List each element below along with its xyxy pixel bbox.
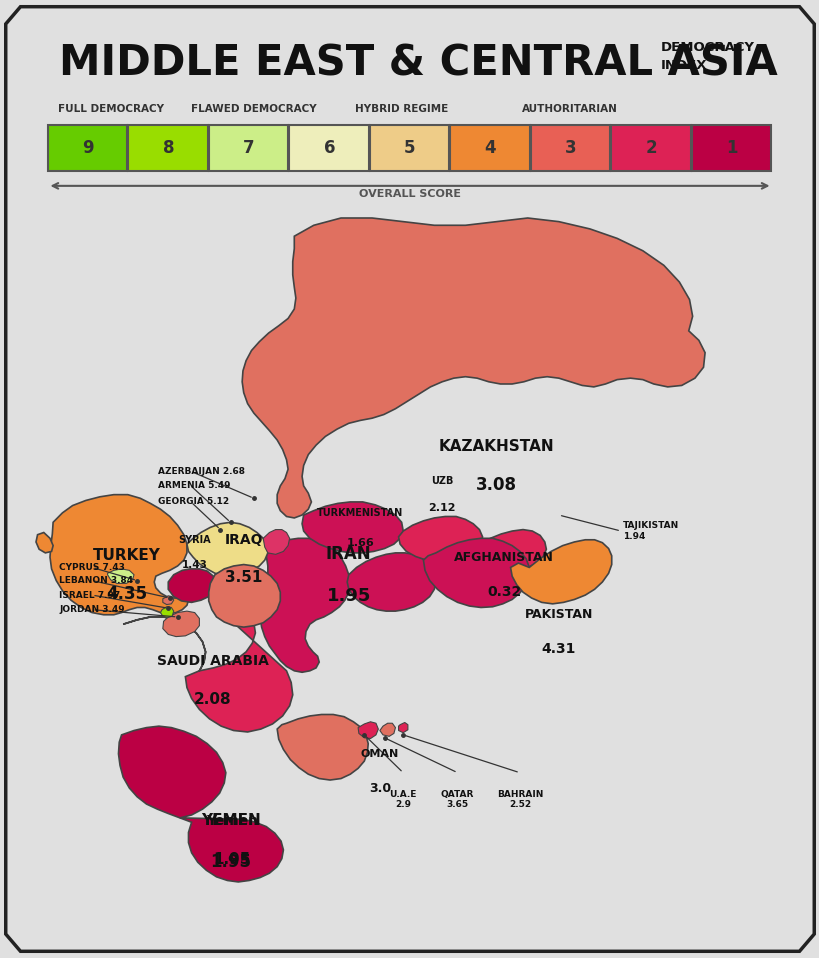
Text: 2: 2 <box>645 139 657 156</box>
Text: SYRIA: SYRIA <box>179 536 210 545</box>
Bar <box>289 125 369 171</box>
Text: ISRAEL 7.97: ISRAEL 7.97 <box>59 590 120 600</box>
Text: 1.66: 1.66 <box>346 538 373 549</box>
Bar <box>369 125 449 171</box>
Polygon shape <box>209 564 280 627</box>
Text: 0.32: 0.32 <box>486 585 521 599</box>
Text: 1.43: 1.43 <box>182 560 207 570</box>
Text: 4: 4 <box>484 139 495 156</box>
Text: 1.95: 1.95 <box>213 852 251 867</box>
Text: GEORGIA 5.12: GEORGIA 5.12 <box>158 497 229 507</box>
Text: 8: 8 <box>162 139 174 156</box>
Text: QATAR
3.65: QATAR 3.65 <box>441 790 473 810</box>
Polygon shape <box>398 722 407 733</box>
Bar <box>691 125 771 171</box>
Text: 9: 9 <box>82 139 93 156</box>
Text: SAUDI ARABIA: SAUDI ARABIA <box>156 654 268 668</box>
Text: OMAN: OMAN <box>360 749 399 759</box>
Text: 2.12: 2.12 <box>428 503 455 513</box>
Text: 3: 3 <box>564 139 577 156</box>
Bar <box>128 125 207 171</box>
Text: 4.31: 4.31 <box>541 642 575 655</box>
Polygon shape <box>358 721 378 739</box>
Text: 3.51: 3.51 <box>224 570 262 585</box>
Text: IRAN: IRAN <box>325 545 371 562</box>
Text: OVERALL SCORE: OVERALL SCORE <box>359 189 460 198</box>
Polygon shape <box>118 726 283 882</box>
Text: TURKMENISTAN: TURKMENISTAN <box>317 508 403 518</box>
Text: U.A.E
2.9: U.A.E 2.9 <box>389 790 416 810</box>
Polygon shape <box>263 530 289 555</box>
Polygon shape <box>242 218 704 518</box>
Text: CYPRUS 7.43: CYPRUS 7.43 <box>59 563 125 572</box>
Text: FLAWED DEMOCRACY: FLAWED DEMOCRACY <box>191 104 317 114</box>
Text: 7: 7 <box>242 139 255 156</box>
Bar <box>611 125 690 171</box>
Polygon shape <box>277 715 368 780</box>
Text: IRAQ: IRAQ <box>224 533 263 547</box>
Text: 1: 1 <box>726 139 737 156</box>
Text: BAHRAIN
2.52: BAHRAIN 2.52 <box>496 790 542 810</box>
Text: INDEX: INDEX <box>660 58 707 72</box>
Polygon shape <box>346 553 436 611</box>
Bar <box>450 125 529 171</box>
Text: Yemen: Yemen <box>206 814 258 829</box>
Text: 1.95: 1.95 <box>210 854 251 871</box>
Polygon shape <box>107 569 133 583</box>
Text: TAJIKISTAN
1.94: TAJIKISTAN 1.94 <box>622 521 678 540</box>
Polygon shape <box>398 516 482 561</box>
Text: AFGHANISTAN: AFGHANISTAN <box>454 551 554 564</box>
Text: DEMOCRACY: DEMOCRACY <box>660 41 754 55</box>
Polygon shape <box>123 601 292 732</box>
Text: PAKISTAN: PAKISTAN <box>524 607 592 621</box>
Text: LEBANON 3.84: LEBANON 3.84 <box>59 576 133 585</box>
Text: TURKEY: TURKEY <box>93 548 161 563</box>
Text: MIDDLE EAST & CENTRAL ASIA: MIDDLE EAST & CENTRAL ASIA <box>59 42 777 84</box>
Polygon shape <box>161 606 174 618</box>
Text: UZB: UZB <box>431 476 453 487</box>
Text: HYBRID REGIME: HYBRID REGIME <box>355 104 448 114</box>
Text: JORDAN 3.49: JORDAN 3.49 <box>59 605 124 614</box>
Text: 3.08: 3.08 <box>476 476 517 493</box>
Text: 1.95: 1.95 <box>326 587 370 604</box>
Polygon shape <box>36 533 53 553</box>
Text: AUTHORITARIAN: AUTHORITARIAN <box>522 104 617 114</box>
Text: YEMEN: YEMEN <box>201 812 260 828</box>
Text: 4.35: 4.35 <box>106 585 147 603</box>
Polygon shape <box>510 539 611 604</box>
Polygon shape <box>187 522 268 575</box>
Polygon shape <box>6 7 813 951</box>
Polygon shape <box>301 502 403 553</box>
Text: 5: 5 <box>404 139 415 156</box>
Polygon shape <box>163 596 174 604</box>
Polygon shape <box>260 538 350 673</box>
Text: AZERBAIJAN 2.68: AZERBAIJAN 2.68 <box>158 467 245 476</box>
Polygon shape <box>50 494 188 615</box>
Text: KAZAKHSTAN: KAZAKHSTAN <box>438 439 554 454</box>
Text: 2.08: 2.08 <box>193 692 231 707</box>
Bar <box>530 125 609 171</box>
Text: 6: 6 <box>324 139 335 156</box>
Text: 3.0: 3.0 <box>369 782 391 795</box>
Polygon shape <box>423 538 528 607</box>
Text: FULL DEMOCRACY: FULL DEMOCRACY <box>57 104 164 114</box>
Bar <box>48 125 127 171</box>
Polygon shape <box>163 611 199 637</box>
Bar <box>208 125 287 171</box>
Polygon shape <box>168 569 216 603</box>
Polygon shape <box>379 723 395 737</box>
Polygon shape <box>479 530 545 571</box>
Text: ARMENIA 5.49: ARMENIA 5.49 <box>158 482 230 490</box>
